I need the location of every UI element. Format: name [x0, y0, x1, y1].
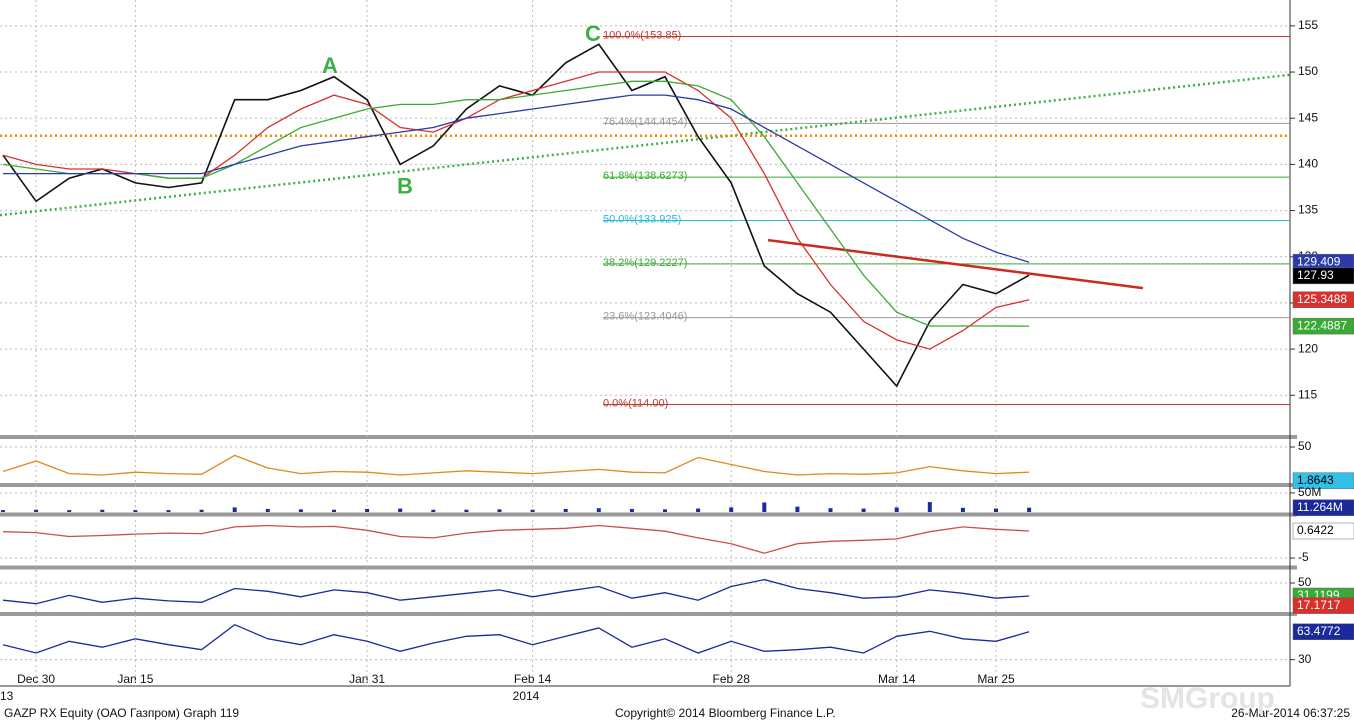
volume-bar: [398, 508, 403, 512]
volume-bar: [166, 510, 171, 512]
value-tag-label: 127.93: [1297, 268, 1334, 282]
value-tag: [1292, 472, 1354, 489]
footer-left: GAZP RX Equity (ОАО Газпром) Graph 119: [4, 706, 239, 720]
x-tick-label: Feb 14: [514, 672, 552, 686]
fib-label: 50.0%(133.925): [603, 213, 681, 225]
trendline: [767, 238, 1144, 290]
series-line: [2, 80, 1030, 327]
volume-bar: [960, 507, 965, 512]
y-tick-label: 150: [1298, 64, 1318, 78]
volume-bar: [696, 508, 701, 512]
volume-bar: [464, 509, 469, 512]
value-tag: [1292, 499, 1354, 516]
series-line: [2, 524, 1030, 554]
y-tick-label: 140: [1298, 157, 1318, 171]
x-year-label: 2014: [513, 689, 540, 703]
volume-bar: [34, 509, 39, 512]
volume-bar: [894, 507, 899, 512]
volume-bar: [298, 509, 303, 512]
y-tick-label: 135: [1298, 203, 1318, 217]
fib-label: 100.0%(153.85): [603, 29, 681, 41]
volume-bar: [265, 508, 270, 512]
volume-bar: [365, 508, 370, 512]
x-tick-label: Jan 31: [349, 672, 385, 686]
y-tick-label: 30: [1298, 652, 1312, 666]
value-tag-label: 122.4887: [1297, 318, 1347, 332]
panel-separator: [0, 483, 1297, 487]
volume-bar: [1027, 507, 1032, 512]
fib-label: 38.2%(129.2227): [603, 257, 687, 269]
volume-bar: [762, 502, 767, 512]
panel-separator: [0, 435, 1297, 439]
series-line: [2, 43, 1030, 388]
value-tag: [1292, 267, 1354, 285]
volume-bar: [133, 510, 138, 512]
volume-bar: [828, 508, 833, 512]
volume-bar: [497, 509, 502, 512]
y-tick-label: 115: [1298, 387, 1317, 401]
value-tag: [1292, 291, 1354, 308]
x-year-label: 13: [0, 689, 14, 703]
y-tick-label: 50M: [1298, 485, 1321, 499]
x-tick-label: Dec 30: [17, 672, 55, 686]
y-tick-label: 50: [1298, 575, 1312, 589]
panel-separator: [0, 512, 1297, 517]
volume-bar: [100, 509, 105, 512]
x-tick-label: Jan 15: [117, 672, 153, 686]
volume-bar: [927, 502, 932, 512]
panel-separator: [0, 565, 1297, 570]
volume-bar: [199, 509, 204, 512]
series-line: [2, 623, 1030, 654]
value-tag-label: 11.264M: [1297, 500, 1343, 514]
volume-bar: [795, 506, 800, 512]
y-tick-label: 120: [1298, 341, 1318, 355]
x-tick-label: Mar 25: [977, 672, 1015, 686]
volume-bar: [563, 508, 568, 512]
y-tick-label: 50: [1298, 439, 1312, 453]
value-tag-label: 125.3488: [1297, 292, 1347, 306]
panel-separator: [0, 612, 1297, 616]
wave-label: C: [585, 21, 601, 46]
fib-label: 23.6%(123.4046): [603, 311, 687, 323]
fib-label: 76.4%(144.4454): [603, 116, 687, 128]
watermark: SMGroup: [1140, 682, 1275, 715]
x-tick-label: Feb 28: [713, 672, 751, 686]
fib-label: 61.8%(138.6273): [603, 170, 687, 182]
volume-bar: [861, 508, 866, 512]
footer-center: Copyright© 2014 Bloomberg Finance L.P.: [615, 706, 836, 720]
volume-bar: [596, 508, 601, 512]
volume-bar: [332, 509, 336, 512]
value-tag: [1292, 317, 1354, 335]
value-tag-label: 0.6422: [1297, 523, 1334, 537]
volume-bar: [67, 510, 72, 512]
fib-label: 0.0%(114.00): [603, 397, 668, 409]
volume-bar: [232, 507, 237, 512]
volume-bar: [729, 507, 734, 512]
volume-bar: [663, 509, 667, 512]
footer-right: 26-Mar-2014 06:37:25: [1231, 706, 1350, 720]
value-tag-label: 129.409: [1297, 254, 1341, 268]
series-line: [2, 454, 1030, 476]
y-tick-label: 145: [1298, 110, 1318, 124]
value-tag-label: 1.8643: [1297, 473, 1334, 487]
series-line: [3, 94, 1030, 263]
value-tag: [1292, 623, 1354, 641]
volume-bar: [431, 509, 436, 512]
volume-bar: [1, 510, 5, 512]
volume-bar: [994, 508, 998, 512]
value-tag: [1292, 597, 1354, 614]
series-line: [2, 578, 1030, 605]
value-tag-label: 17.1717: [1297, 598, 1341, 612]
wave-label: A: [322, 53, 338, 78]
volume-bar: [629, 508, 634, 512]
trendline: [0, 73, 1291, 217]
x-tick-label: Mar 14: [878, 672, 916, 686]
volume-bar: [530, 509, 535, 512]
y-tick-label: -5: [1298, 550, 1309, 564]
value-tag: [1292, 522, 1354, 540]
value-tag-label: 63.4772: [1297, 624, 1341, 638]
wave-label: B: [397, 173, 413, 198]
y-tick-label: 155: [1298, 18, 1318, 32]
